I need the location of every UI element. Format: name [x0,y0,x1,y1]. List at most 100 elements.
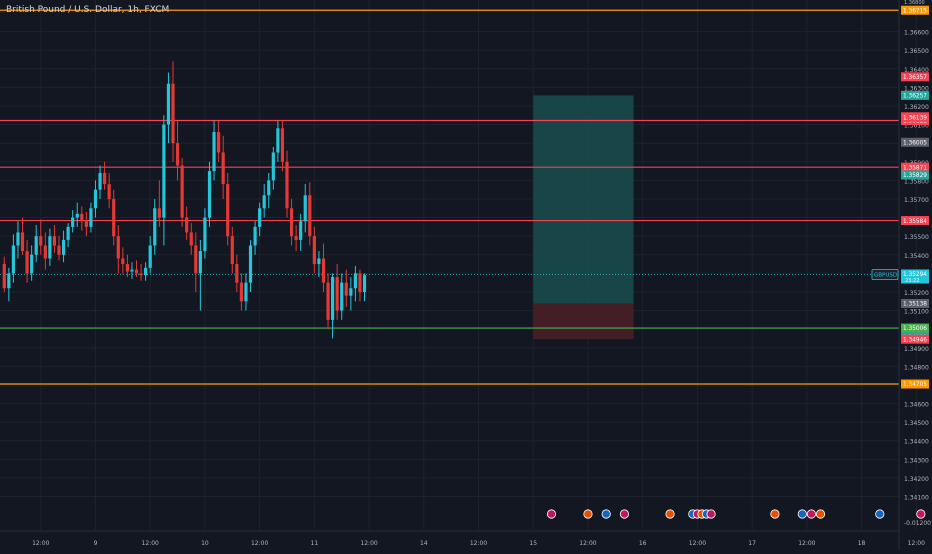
time-tick-label: 15 [529,540,537,547]
time-tick-label: 12:00 [142,540,159,547]
candle-body [52,236,57,246]
price-tick-label: 1.35700 [904,197,929,204]
candle-body [153,208,157,246]
price-badge [901,334,929,344]
candle-body [130,269,134,272]
economic-event-icon[interactable] [583,509,593,519]
price-badge-label: 1.35829 [903,173,927,179]
level-badge-label: 1.35871 [903,165,927,171]
level-badge [901,162,929,172]
time-tick-label: 11 [311,540,319,547]
loss-zone[interactable] [533,303,634,340]
current-price-label: 1.35294 [903,272,927,278]
chart-title: British Pound / U.S. Dollar, 1h, FXCM [6,5,170,15]
economic-event-icon[interactable] [797,509,807,519]
candle-body [71,217,75,227]
symbol-badge [871,269,899,280]
candle-body [303,195,307,222]
time-tick-label: 17 [748,540,756,547]
price-badge [901,137,929,147]
economic-event-icon[interactable] [706,509,716,519]
time-tick-label: 12:00 [908,540,925,547]
price-tick-label: 1.34100 [904,495,929,502]
candle-body [244,282,248,302]
price-badge-label: 1.36357 [903,75,927,81]
candle-body [312,236,316,265]
economic-event-icon[interactable] [815,509,826,519]
time-tick-label: 9 [94,540,98,547]
time-tick-label: 18 [858,540,866,547]
price-tick-label: 1.36300 [904,85,929,92]
candle-body [317,258,321,265]
price-tick-label: 1.35500 [904,234,929,241]
price-badge-label: 1.34946 [903,337,927,343]
price-tick-label: 1.34300 [904,457,929,464]
candle-body [253,226,257,246]
candle-body [362,275,367,292]
price-tick-label: 1.36100 [904,123,929,130]
price-badge-label: 1.36005 [903,140,927,146]
candle-body [16,232,20,246]
time-tick-label: 12:00 [251,540,268,547]
price-tick-label: 1.35800 [904,178,929,185]
level-badge [901,5,929,15]
candle-body [271,152,275,181]
candle-body [239,282,243,302]
candle-body [121,258,125,265]
economic-event-icon[interactable] [546,509,557,519]
economic-event-icon[interactable] [601,509,611,519]
candle-body [89,208,93,227]
profit-zone[interactable] [533,95,634,304]
candle-body [175,143,180,166]
candle-body [144,267,148,276]
candle-body [194,245,198,274]
level-badge-label: 1.36715 [903,8,927,14]
candle-body [11,245,15,274]
candle-body [185,217,189,233]
candle-body [112,198,116,237]
price-tick-label: 1.34900 [904,346,929,353]
candle-body [43,245,47,259]
economic-event-icon[interactable] [770,509,780,519]
economic-event-icon[interactable] [665,509,675,519]
candle-body [230,236,234,265]
candle-body [2,264,6,289]
candle-body [289,208,294,237]
level-badge [901,216,929,226]
price-tick-label: 1.36500 [904,48,929,55]
candle-body [248,245,253,283]
candle-body [203,217,207,252]
time-tick-label: 14 [420,540,428,547]
economic-event-icon[interactable] [875,509,885,519]
candle-body [75,213,79,218]
candle-body [107,184,111,199]
candle-body [344,282,348,296]
economic-event-icon[interactable] [806,509,817,519]
candle-body [66,226,70,240]
candle-body [276,128,280,153]
candle-body [353,273,357,289]
candle-body [358,273,362,292]
candle-body [116,236,120,259]
candle-body [235,264,239,283]
candle-body [171,83,175,144]
economic-event-icon[interactable] [916,509,926,519]
candle-body [285,161,289,209]
candle-body [189,232,193,246]
candle-body [61,239,66,255]
candle-body [326,282,330,320]
indicator-axis-label: -0.01200 [904,520,931,527]
price-tick-label: 1.34500 [904,420,929,427]
price-tick-label: 1.35400 [904,253,929,260]
economic-event-icon[interactable] [619,509,630,519]
candle-body [34,236,38,255]
candle-body [48,236,52,259]
time-tick-label: 16 [639,540,647,547]
price-badge [901,170,929,180]
price-badge [901,90,929,100]
time-tick-label: 12:00 [32,540,49,547]
candle-body [7,273,11,289]
level-badge-label: 1.34705 [903,382,927,388]
